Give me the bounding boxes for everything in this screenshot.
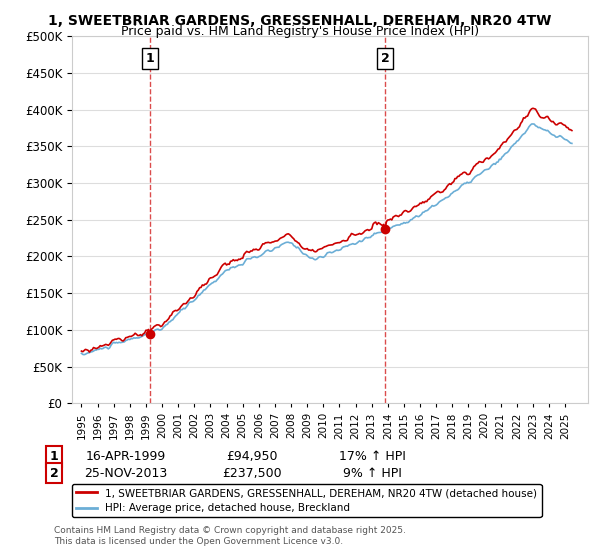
Text: 9% ↑ HPI: 9% ↑ HPI [343,466,401,480]
Legend: 1, SWEETBRIAR GARDENS, GRESSENHALL, DEREHAM, NR20 4TW (detached house), HPI: Ave: 1, SWEETBRIAR GARDENS, GRESSENHALL, DERE… [72,484,542,517]
Text: 25-NOV-2013: 25-NOV-2013 [85,466,167,480]
Text: £94,950: £94,950 [226,450,278,463]
Text: 2: 2 [50,466,58,480]
Text: Price paid vs. HM Land Registry's House Price Index (HPI): Price paid vs. HM Land Registry's House … [121,25,479,38]
Text: 16-APR-1999: 16-APR-1999 [86,450,166,463]
Text: £237,500: £237,500 [222,466,282,480]
Text: 17% ↑ HPI: 17% ↑ HPI [338,450,406,463]
Text: 1: 1 [50,450,58,463]
Text: 1, SWEETBRIAR GARDENS, GRESSENHALL, DEREHAM, NR20 4TW: 1, SWEETBRIAR GARDENS, GRESSENHALL, DERE… [49,14,551,28]
Text: 2: 2 [381,52,389,65]
Text: Contains HM Land Registry data © Crown copyright and database right 2025.
This d: Contains HM Land Registry data © Crown c… [54,526,406,546]
Text: 1: 1 [146,52,154,65]
